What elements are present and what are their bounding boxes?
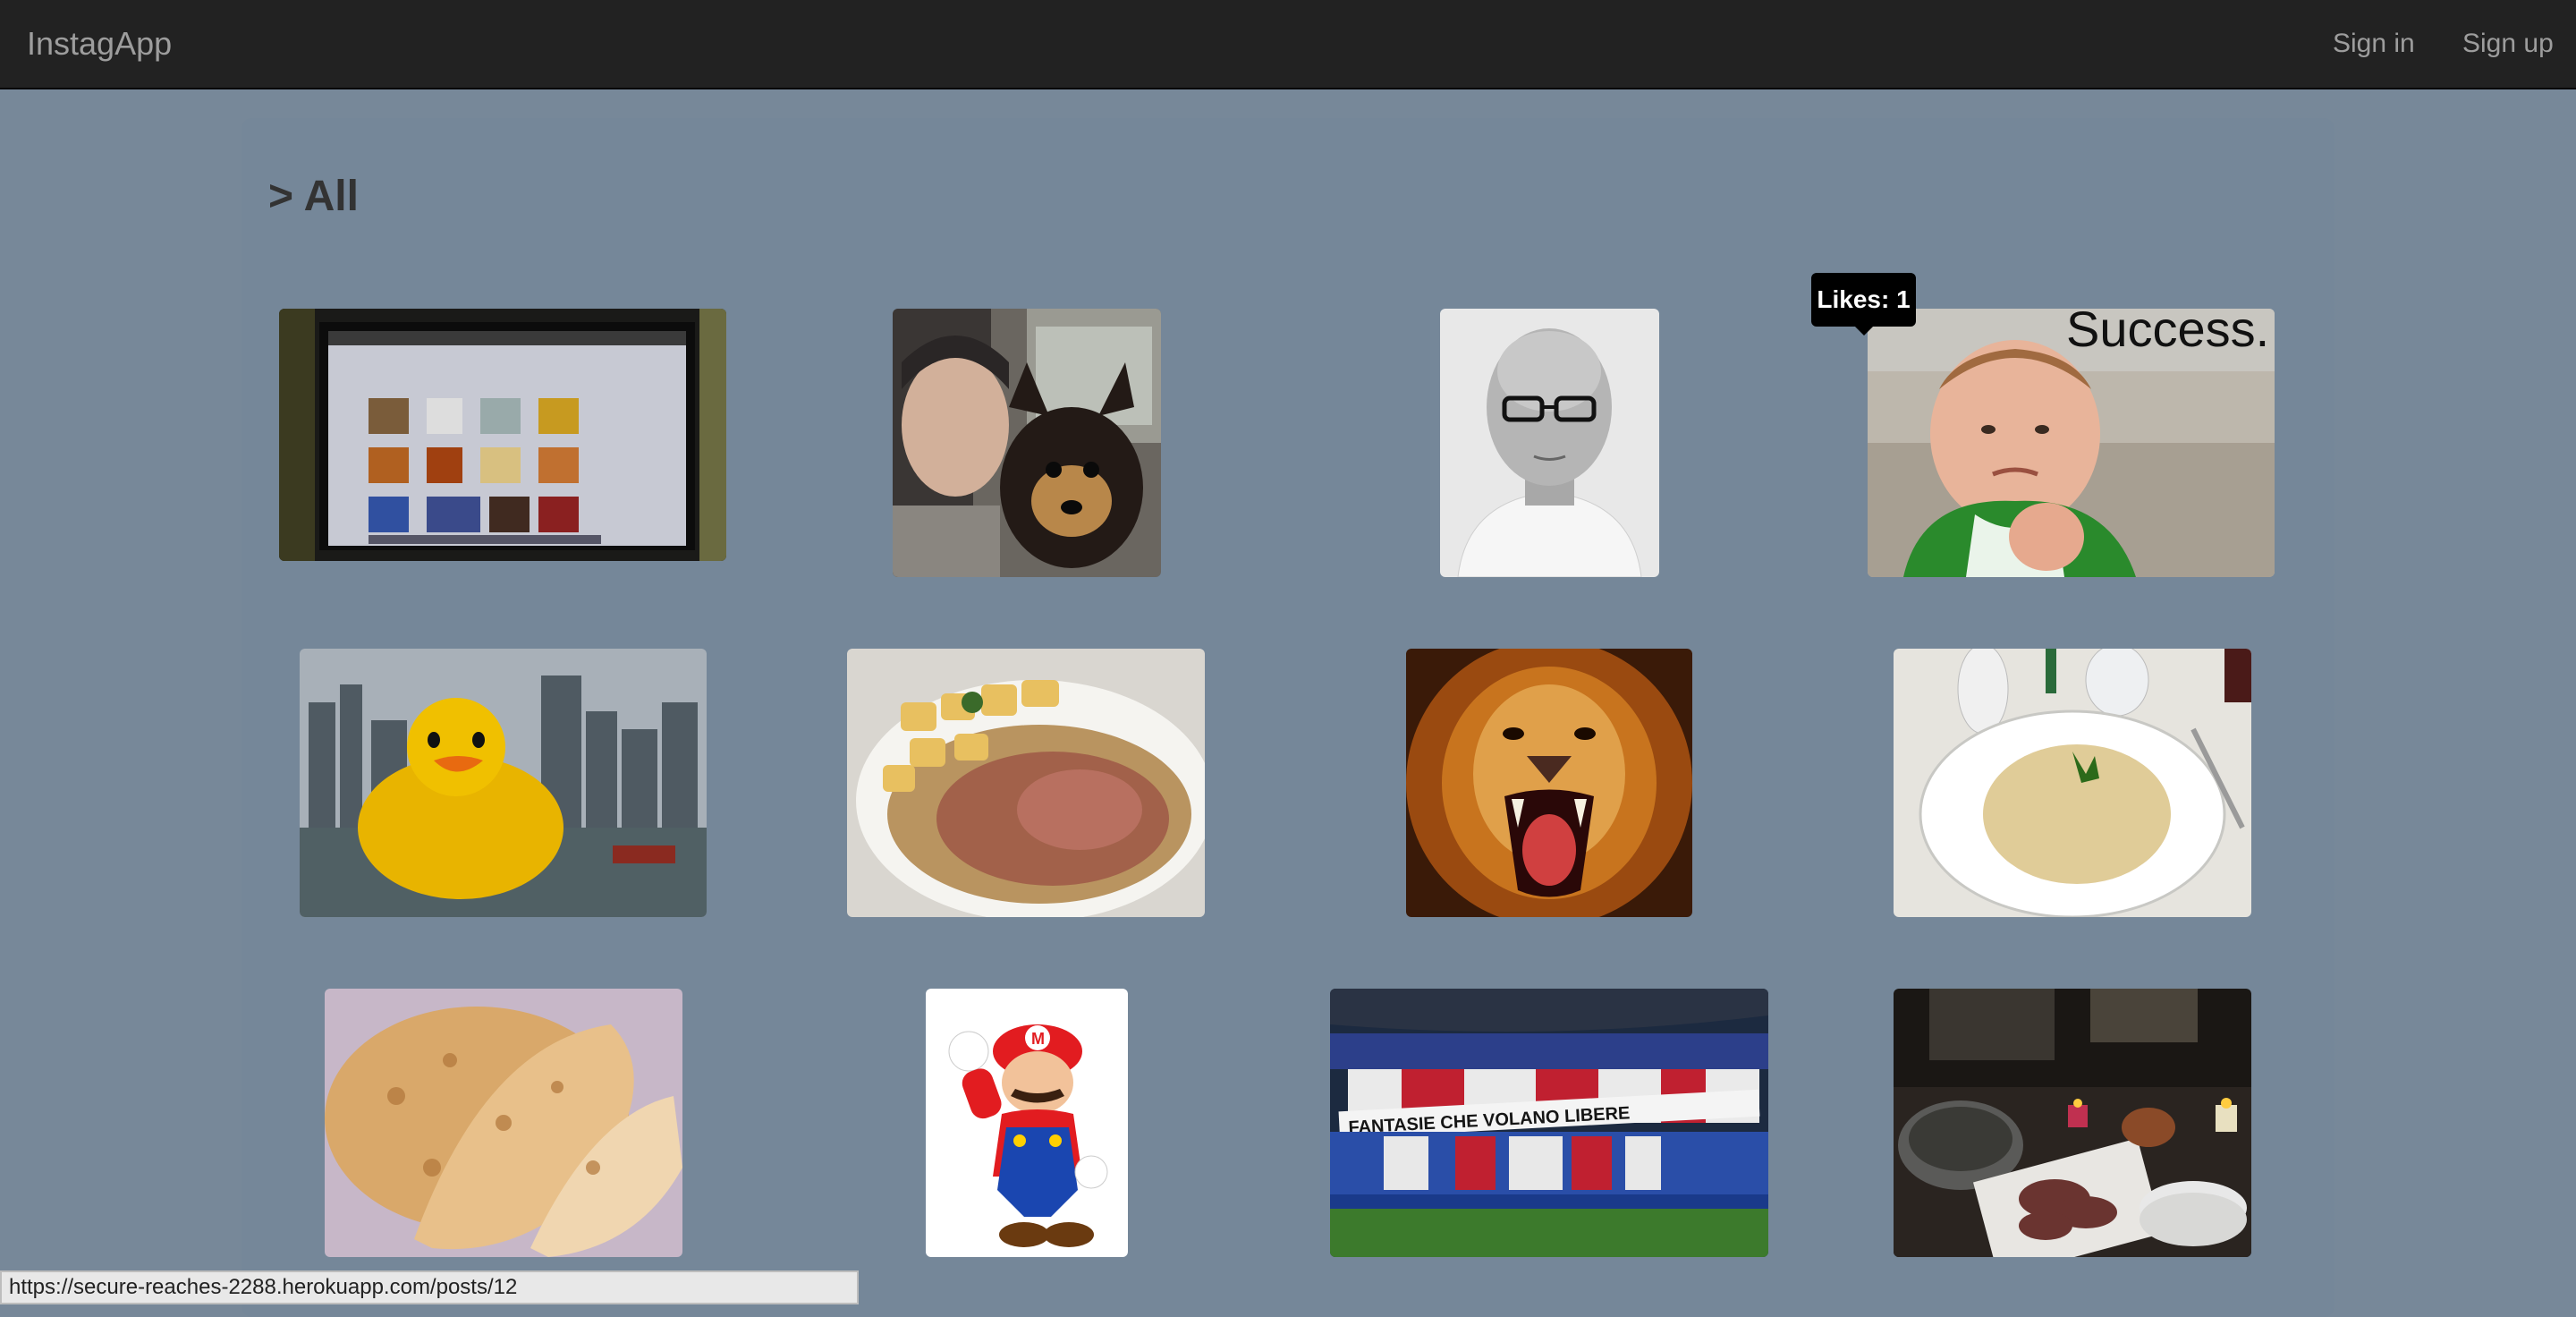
dinner-table-photo-image [1894, 989, 2251, 1257]
brand-logo-link[interactable]: InstagApp [27, 25, 173, 62]
bald-man-glasses-photo-image [1440, 309, 1659, 577]
svg-text:M: M [1031, 1030, 1045, 1048]
photo-flatbread[interactable] [325, 989, 682, 1257]
sign-up-link[interactable]: Sign up [2462, 29, 2554, 58]
photo-rubber-duck[interactable] [300, 649, 707, 917]
photo-laptop-screen[interactable] [279, 309, 726, 561]
roaring-lion-photo-image [1406, 649, 1692, 917]
browser-status-url: https://secure-reaches-2288.herokuapp.co… [0, 1270, 859, 1304]
success-kid-meme-image: Success. [1868, 309, 2275, 577]
photo-roaring-lion[interactable] [1406, 649, 1692, 917]
photo-success-kid[interactable]: Success. [1868, 309, 2275, 577]
photo-meat-potatoes[interactable] [847, 649, 1205, 917]
risotto-plate-photo-image [1894, 649, 2251, 917]
flatbread-photo-image [325, 989, 682, 1257]
stadium-crowd-photo-image: FANTASIE CHE VOLANO LIBERE [1330, 989, 1768, 1257]
giant-rubber-duck-photo-image [300, 649, 707, 917]
photo-stadium-crowd[interactable]: FANTASIE CHE VOLANO LIBERE [1330, 989, 1768, 1257]
meat-potatoes-dish-photo-image [847, 649, 1205, 917]
photo-mario[interactable]: M [926, 989, 1128, 1257]
mario-character-image-art: M [926, 989, 1128, 1257]
photo-dinner-table[interactable] [1894, 989, 2251, 1257]
photo-bald-man-glasses[interactable] [1440, 309, 1659, 577]
sign-in-link[interactable]: Sign in [2333, 29, 2415, 58]
likes-tooltip: Likes: 1 [1811, 273, 1916, 336]
page-title: > All [268, 173, 359, 220]
man-with-dog-photo-image [893, 309, 1161, 577]
photo-risotto-plate[interactable] [1894, 649, 2251, 917]
laptop-screen-photo-image [279, 309, 726, 561]
top-navbar: InstagApp Sign in Sign up [0, 0, 2576, 89]
success-caption: Success. [2066, 309, 2269, 357]
photo-man-with-dog[interactable] [893, 309, 1161, 577]
